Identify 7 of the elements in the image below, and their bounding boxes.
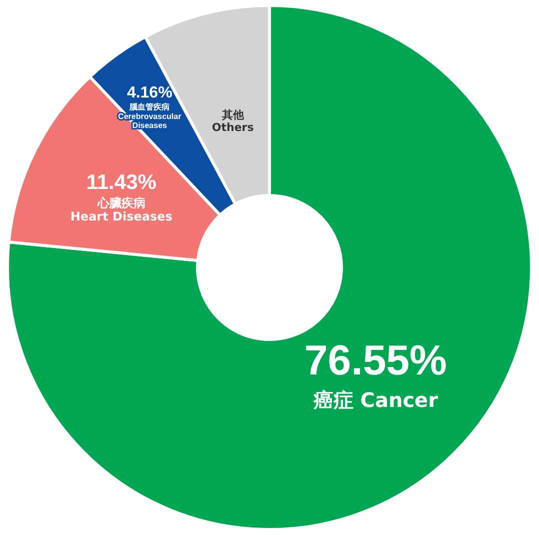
donut-slice — [6, 4, 533, 531]
data-label: 11.43% — [86, 171, 157, 194]
slice-label: 心臟疾病 Heart Diseases — [70, 196, 172, 224]
data-label: 76.55% — [304, 336, 447, 384]
slice-label: 癌症 Cancer — [312, 388, 438, 412]
data-label: 4.16% — [126, 84, 172, 102]
slice-label: 其他 Others — [212, 108, 254, 134]
